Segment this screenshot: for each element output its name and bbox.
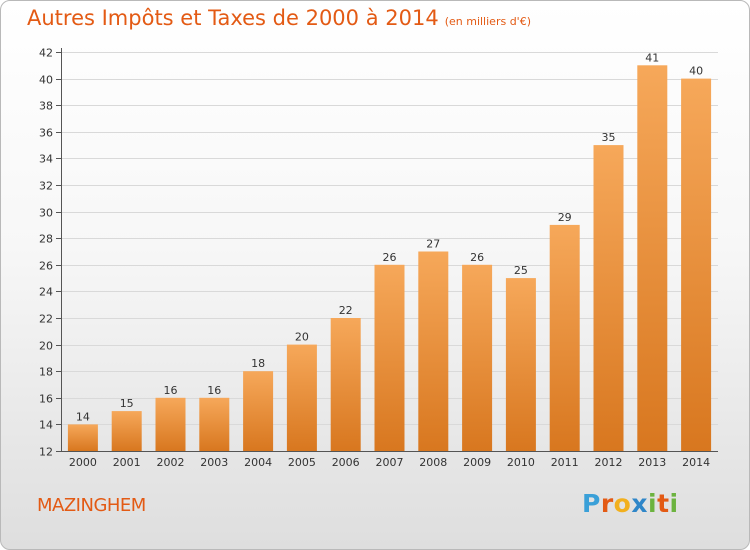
y-tick-label: 26	[39, 260, 53, 273]
x-tick-label: 2014	[682, 456, 710, 469]
logo-letter: x	[631, 489, 648, 518]
bar-value-label: 22	[339, 304, 353, 317]
logo-letter: i	[648, 489, 658, 518]
y-tick-label: 36	[39, 127, 53, 140]
bar-value-label: 27	[426, 238, 440, 251]
logo-letter: P	[582, 489, 601, 518]
bars: 14 15 16 16 18 20 22 26 27 26 25 29 35 41 40	[67, 51, 712, 452]
bar	[593, 145, 624, 451]
bar	[111, 411, 142, 451]
x-tick-label: 2001	[113, 456, 141, 469]
bar-value-label: 20	[295, 331, 309, 344]
x-tick-label: 2000	[69, 456, 97, 469]
x-tick-label: 2012	[595, 456, 623, 469]
y-tick-label: 30	[39, 207, 53, 220]
x-tick-label: 2008	[419, 456, 447, 469]
bar-value-label: 18	[251, 357, 265, 370]
bar	[330, 318, 361, 451]
bar	[155, 397, 186, 451]
bar-value-label: 41	[645, 51, 659, 64]
bar-value-label: 26	[383, 251, 397, 264]
y-tick-label: 16	[39, 393, 53, 406]
x-tick-label: 2010	[507, 456, 535, 469]
x-tick-label: 2011	[551, 456, 579, 469]
y-tick-label: 18	[39, 366, 53, 379]
bar-value-label: 16	[207, 384, 221, 397]
bar-value-label: 26	[470, 251, 484, 264]
bar	[286, 344, 317, 451]
logo-letter: r	[600, 489, 614, 518]
bar-value-label: 14	[76, 410, 90, 423]
x-tick-label: 2002	[157, 456, 185, 469]
bar	[462, 264, 493, 451]
y-tick-label: 34	[39, 153, 53, 166]
commune-name: MAZINGHEM	[37, 495, 146, 516]
y-tick-label: 24	[39, 286, 53, 299]
x-tick-label: 2013	[638, 456, 666, 469]
axes: 12 14 16 18 20 22 24 26 28 30 32 34 36 38 40 42 2000 2001…	[39, 47, 718, 469]
x-tick-label: 2007	[376, 456, 404, 469]
bar	[549, 224, 580, 451]
logo-letter: o	[613, 489, 632, 518]
y-tick-label: 22	[39, 313, 53, 326]
bar	[505, 278, 536, 451]
x-tick-label: 2005	[288, 456, 316, 469]
bar	[374, 264, 405, 451]
x-tick-label: 2009	[463, 456, 491, 469]
x-tick-label: 2004	[244, 456, 272, 469]
bar	[681, 78, 712, 451]
y-tick-label: 42	[39, 47, 53, 60]
chart-title-text: Autres Impôts et Taxes de 2000 à 2014	[27, 6, 439, 30]
logo-letter: i	[669, 489, 679, 518]
bar-value-label: 16	[164, 384, 178, 397]
bar	[243, 371, 274, 451]
x-tick-label: 2006	[332, 456, 360, 469]
bar-value-label: 29	[558, 211, 572, 224]
bar	[199, 397, 230, 451]
y-tick-label: 20	[39, 340, 53, 353]
bar-value-label: 25	[514, 264, 528, 277]
bar-value-label: 35	[602, 131, 616, 144]
x-tick-label: 2003	[200, 456, 228, 469]
bar-value-label: 15	[120, 397, 134, 410]
chart-title: Autres Impôts et Taxes de 2000 à 2014 (en…	[27, 6, 531, 30]
bar	[67, 424, 98, 451]
y-tick-label: 32	[39, 180, 53, 193]
y-tick-label: 14	[39, 419, 53, 432]
logo-letter: t	[657, 489, 670, 518]
unit-note: (en milliers d'€)	[444, 15, 531, 28]
bar-value-label: 40	[689, 65, 703, 78]
bar	[418, 251, 449, 451]
bar	[637, 65, 668, 452]
y-tick-label: 40	[39, 74, 53, 87]
y-tick-label: 12	[39, 446, 53, 459]
y-tick-label: 38	[39, 100, 53, 113]
proxiti-logo[interactable]: Proxiti	[582, 489, 679, 518]
y-tick-label: 28	[39, 233, 53, 246]
